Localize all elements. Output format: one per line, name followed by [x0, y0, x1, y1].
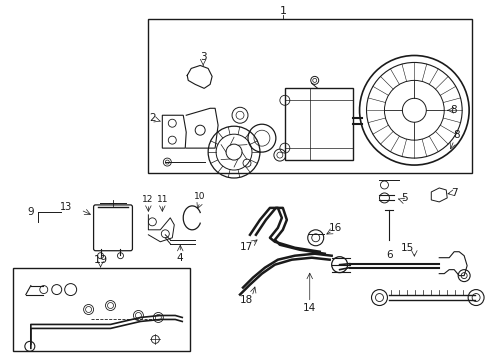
Text: 11: 11: [156, 195, 168, 204]
Text: 10: 10: [194, 193, 205, 202]
Bar: [13, 268, 190, 351]
Text: 18: 18: [239, 294, 252, 305]
Text: 4: 4: [177, 253, 183, 263]
Text: 19: 19: [93, 255, 107, 265]
Text: 16: 16: [328, 223, 342, 233]
Text: 2: 2: [149, 113, 155, 123]
Text: 12: 12: [142, 195, 153, 204]
Text: 3: 3: [200, 53, 206, 63]
Text: 1: 1: [279, 6, 286, 15]
Bar: [285, 88, 352, 160]
Bar: [148, 19, 471, 173]
Text: 15: 15: [400, 243, 413, 253]
Text: ·: ·: [248, 163, 250, 168]
Text: 8: 8: [452, 130, 459, 140]
Text: 14: 14: [303, 302, 316, 312]
Text: 13: 13: [60, 202, 72, 212]
Text: 7: 7: [450, 188, 457, 198]
Text: 5: 5: [400, 193, 407, 203]
Text: 6: 6: [386, 250, 392, 260]
Text: 9: 9: [27, 207, 34, 217]
Text: 17: 17: [239, 242, 252, 252]
Text: 8: 8: [449, 105, 456, 115]
